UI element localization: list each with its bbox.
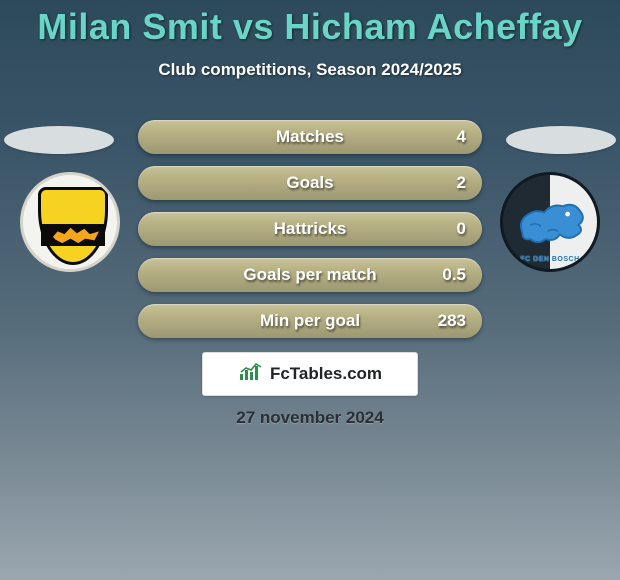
right-ellipse-decor [506,126,616,154]
stat-label: Goals [138,166,482,200]
stat-row: Goals per match 0.5 [138,258,482,292]
right-badge-text: FC DEN BOSCH [503,256,597,263]
stat-row: Matches 4 [138,120,482,154]
stat-value: 283 [438,304,466,338]
page-title: Milan Smit vs Hicham Acheffay [0,0,620,48]
stat-value: 2 [457,166,466,200]
brand-card: FcTables.com [202,352,418,396]
brand-chart-icon [238,362,264,387]
page-subtitle: Club competitions, Season 2024/2025 [0,60,620,80]
stat-value: 0 [457,212,466,246]
stat-label: Goals per match [138,258,482,292]
footer-date: 27 november 2024 [0,408,620,428]
stat-label: Matches [138,120,482,154]
stats-list: Matches 4 Goals 2 Hattricks 0 Goals per … [138,120,482,350]
left-club-badge [20,172,120,272]
right-badge-ring: FC DEN BOSCH [500,172,600,272]
right-club-badge: FC DEN BOSCH [500,172,600,272]
stat-value: 4 [457,120,466,154]
stat-row: Goals 2 [138,166,482,200]
stat-label: Min per goal [138,304,482,338]
right-badge-dragon-icon [513,193,591,257]
left-ellipse-decor [4,126,114,154]
stat-row: Min per goal 283 [138,304,482,338]
brand-text: FcTables.com [270,364,382,384]
left-badge-ring [20,172,120,272]
stat-label: Hattricks [138,212,482,246]
left-badge-shield [38,187,108,265]
stat-value: 0.5 [442,258,466,292]
stat-row: Hattricks 0 [138,212,482,246]
